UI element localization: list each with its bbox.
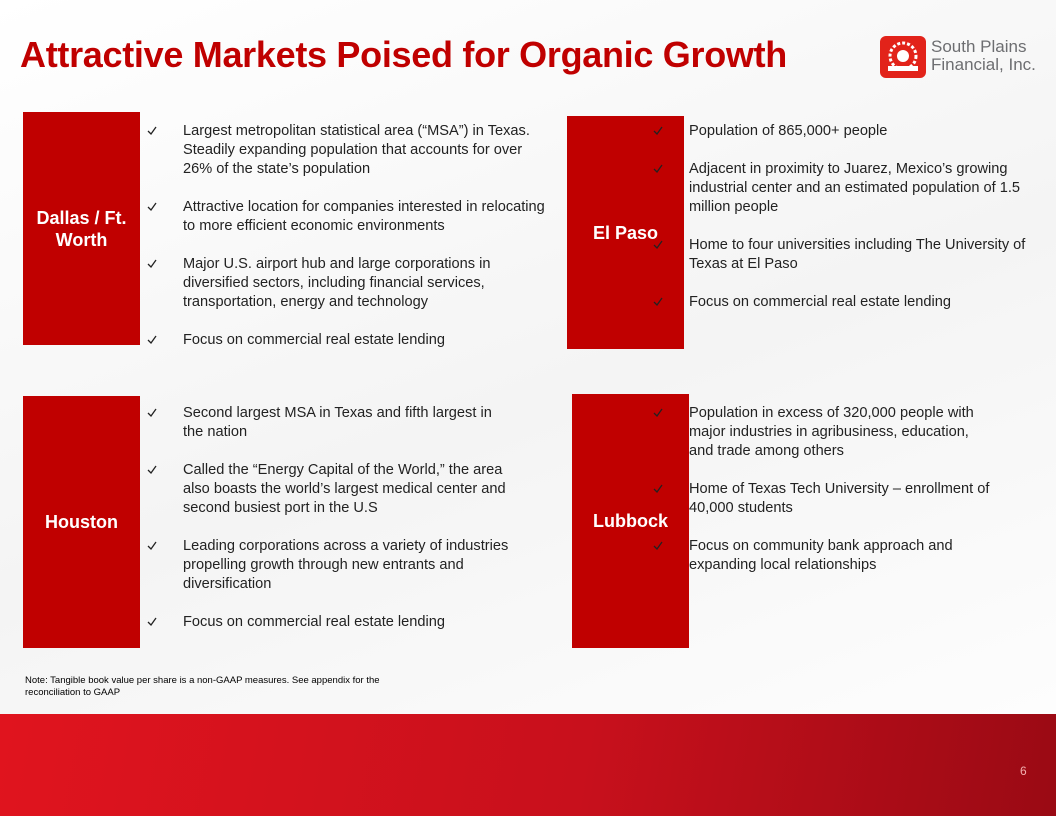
bullet-text: Adjacent in proximity to Juarez, Mexico’… <box>689 161 1021 215</box>
check-icon <box>653 240 663 250</box>
bullet-text: Attractive location for companies intere… <box>183 199 545 234</box>
bullet-list: Population in excess of 320,000 people w… <box>647 404 994 594</box>
bullet-list: Second largest MSA in Texas and fifth la… <box>141 404 513 651</box>
page-number: 6 <box>1020 764 1027 778</box>
bullet-text: Population of 865,000+ people <box>689 123 888 139</box>
check-icon <box>147 126 157 136</box>
bullet: Focus on commercial real estate lending <box>141 613 513 632</box>
check-icon <box>653 484 663 494</box>
bullet: Leading corporations across a variety of… <box>141 537 513 594</box>
bullet-text: Home to four universities including The … <box>689 237 1026 272</box>
check-icon <box>653 297 663 307</box>
check-icon <box>147 541 157 551</box>
bullet-text: Focus on commercial real estate lending <box>689 294 952 310</box>
check-icon <box>147 259 157 269</box>
bullet: Adjacent in proximity to Juarez, Mexico’… <box>647 160 1034 217</box>
bullet: Home of Texas Tech University – enrollme… <box>647 480 994 518</box>
check-icon <box>147 408 157 418</box>
check-icon <box>653 541 663 551</box>
bullet: Largest metropolitan statistical area (“… <box>141 122 548 179</box>
bullet-text: Focus on commercial real estate lending <box>183 332 446 348</box>
bullet-text: Leading corporations across a variety of… <box>183 538 509 592</box>
logo-line: Financial, Inc. <box>931 55 1036 74</box>
market-name: El Paso <box>567 116 684 349</box>
market-name: Lubbock <box>572 394 689 648</box>
bullet-text: Population in excess of 320,000 people w… <box>689 405 974 459</box>
bullet: Major U.S. airport hub and large corpora… <box>141 255 548 312</box>
bullet: Focus on commercial real estate lending <box>141 331 548 350</box>
bullet: Focus on commercial real estate lending <box>647 293 1034 312</box>
bullet-list: Population of 865,000+ people Adjacent in… <box>647 122 1034 331</box>
bullet: Focus on community bank approach and exp… <box>647 537 994 575</box>
check-icon <box>147 617 157 627</box>
logo-icon <box>880 36 926 78</box>
bullet-text: Focus on commercial real estate lending <box>183 614 446 630</box>
bullet-text: Called the “Energy Capital of the World,… <box>183 462 506 516</box>
bullet: Attractive location for companies intere… <box>141 198 548 236</box>
bullet: Second largest MSA in Texas and fifth la… <box>141 404 513 442</box>
check-icon <box>653 164 663 174</box>
bullet: Home to four universities including The … <box>647 236 1034 274</box>
bullet-text: Major U.S. airport hub and large corpora… <box>183 256 491 310</box>
footer-band <box>0 714 1056 816</box>
check-icon <box>653 408 663 418</box>
check-icon <box>147 335 157 345</box>
market-name: Houston <box>23 396 140 648</box>
bullet: Population of 865,000+ people <box>647 122 1034 141</box>
title: Attractive Markets Poised for Organic Gr… <box>20 34 787 75</box>
bullet-text: Second largest MSA in Texas and fifth la… <box>183 405 492 440</box>
check-icon <box>653 126 663 136</box>
bullet-text: Largest metropolitan statistical area (“… <box>183 123 530 177</box>
market-name: Dallas / Ft. Worth <box>23 112 140 345</box>
bullet: Called the “Energy Capital of the World,… <box>141 461 513 518</box>
check-icon <box>147 465 157 475</box>
check-icon <box>147 202 157 212</box>
bullet: Population in excess of 320,000 people w… <box>647 404 994 461</box>
bullet-text: Home of Texas Tech University – enrollme… <box>689 481 990 516</box>
bullet-list: Largest metropolitan statistical area (“… <box>141 122 548 369</box>
bullet-text: Focus on community bank approach and exp… <box>689 538 953 573</box>
logo-line: South Plains <box>931 37 1027 56</box>
note: Note: Tangible book value per share is a… <box>25 675 380 698</box>
